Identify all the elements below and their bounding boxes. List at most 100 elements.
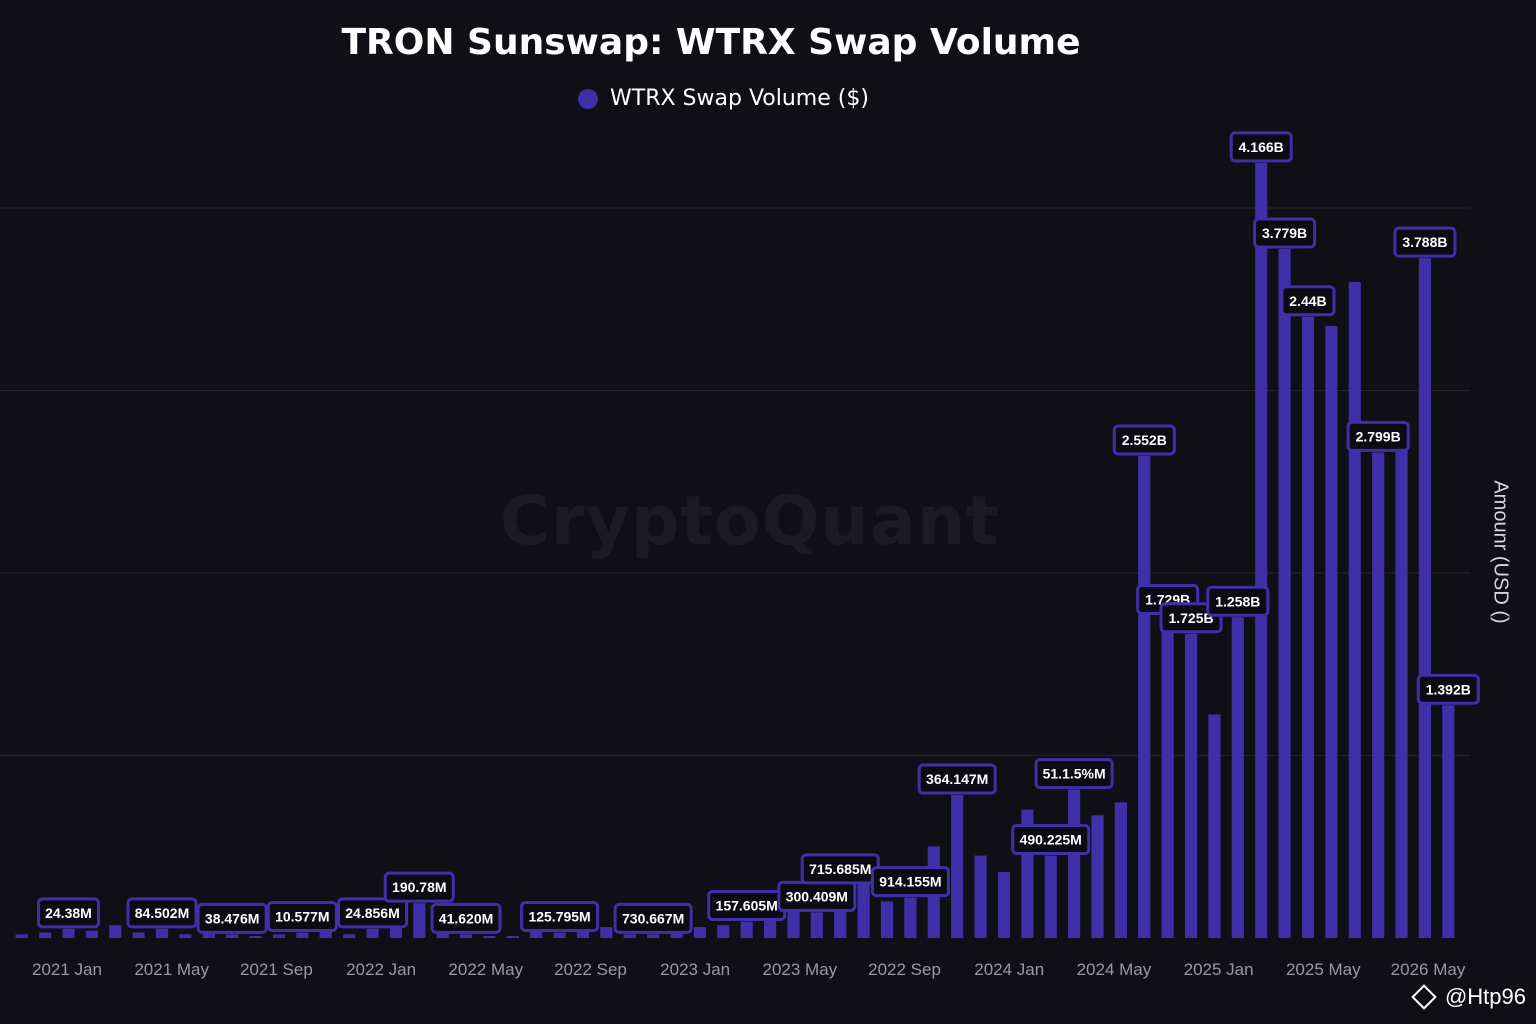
x-tick-label: 2024 Jan [974, 960, 1044, 979]
bar[interactable] [1325, 325, 1338, 939]
data-label-box [917, 763, 997, 795]
bar[interactable] [974, 855, 987, 938]
bar[interactable] [202, 930, 215, 938]
x-tick-label: 2022 May [448, 960, 523, 979]
bar[interactable] [226, 934, 239, 938]
bar[interactable] [343, 934, 356, 938]
bar[interactable] [1068, 789, 1081, 938]
data-label: 41.620M [430, 902, 502, 934]
bar[interactable] [740, 921, 753, 938]
credit-handle: @Htp96 [1444, 984, 1526, 1009]
bar[interactable] [553, 932, 566, 938]
data-label: 4.166B [1229, 131, 1293, 163]
bar[interactable] [483, 936, 496, 938]
bar[interactable] [1255, 162, 1268, 939]
bar[interactable] [1418, 258, 1431, 938]
data-label-text: 1.258B [1215, 593, 1260, 609]
data-label-box [126, 897, 198, 929]
chart-title: TRON Sunswap: WTRX Swap Volume [341, 22, 1081, 63]
credit: @Htp96 [1411, 984, 1526, 1010]
bar[interactable] [717, 925, 730, 938]
data-label-text: 1.392B [1426, 681, 1471, 697]
bar[interactable] [109, 925, 122, 938]
bar[interactable] [810, 912, 823, 938]
bar[interactable] [272, 934, 286, 938]
bar[interactable] [951, 795, 964, 938]
bar[interactable] [1348, 281, 1361, 938]
bar[interactable] [1208, 714, 1221, 938]
bar[interactable] [15, 934, 28, 938]
bar[interactable] [39, 932, 52, 938]
data-label-text: 730.667M [622, 910, 684, 926]
bar[interactable] [623, 934, 636, 938]
bar[interactable] [436, 930, 449, 938]
bar[interactable] [1395, 426, 1408, 938]
data-label: 51.1.5%M [1034, 758, 1114, 790]
bar[interactable] [1184, 633, 1198, 938]
bar[interactable] [1114, 802, 1127, 938]
data-label-box [36, 897, 100, 929]
data-label: 2.799B [1346, 420, 1410, 452]
bar[interactable] [1044, 855, 1057, 938]
data-label: 3.779B [1253, 217, 1317, 249]
data-label-text: 4.166B [1239, 139, 1284, 155]
legend-label: WTRX Swap Volume ($) [610, 86, 869, 111]
legend[interactable]: WTRX Swap Volume ($) [578, 86, 869, 111]
x-tick-label: 2025 May [1286, 960, 1361, 979]
bar[interactable] [249, 936, 262, 938]
bar[interactable] [600, 927, 613, 938]
bar[interactable] [693, 927, 706, 938]
x-tick-label: 2021 May [134, 960, 209, 979]
data-label-text: 2.552B [1122, 432, 1167, 448]
bar[interactable] [1091, 815, 1104, 938]
bar[interactable] [319, 930, 332, 938]
bar[interactable] [459, 934, 473, 938]
bar[interactable] [997, 872, 1011, 938]
bar[interactable] [880, 901, 894, 938]
bar[interactable] [1372, 452, 1385, 938]
bar[interactable] [1161, 615, 1174, 938]
x-tick-label: 2022 Sep [868, 960, 941, 979]
bar[interactable] [155, 928, 169, 938]
x-tick-label: 2026 May [1391, 960, 1466, 979]
bar[interactable] [413, 903, 426, 938]
data-label: 24.38M [36, 897, 100, 929]
data-label: 490.225M [1011, 824, 1091, 856]
data-label-box [1416, 673, 1480, 705]
bar[interactable] [647, 934, 660, 938]
bar[interactable] [1138, 456, 1151, 938]
data-label: 157.605M [707, 890, 787, 922]
data-label-box [1112, 424, 1176, 456]
data-label: 730.667M [613, 902, 693, 934]
data-label-box [266, 901, 338, 933]
bar[interactable] [296, 932, 309, 938]
bar-layer [15, 162, 1455, 939]
bar[interactable] [85, 930, 98, 938]
bar[interactable] [179, 934, 192, 938]
bar[interactable] [904, 897, 917, 938]
data-label-text: 1.725B [1168, 610, 1213, 626]
data-label: 24.856M [337, 897, 408, 929]
x-tick-label: 2023 May [763, 960, 838, 979]
legend-swatch [578, 88, 598, 109]
data-labels: 24.38M 84.502M 38.476M 10.577M 24.856M 190.78… [36, 131, 1480, 934]
bar[interactable] [506, 936, 519, 938]
bar[interactable] [1301, 316, 1315, 938]
bar[interactable] [1231, 617, 1244, 938]
bar[interactable] [132, 932, 145, 938]
bar[interactable] [670, 932, 683, 938]
data-label-text: 84.502M [135, 905, 189, 921]
data-label-box [520, 901, 600, 933]
bar[interactable] [1442, 705, 1455, 938]
data-label-text: 125.795M [528, 909, 590, 925]
y-axis-label: Amounr (USD () [1489, 480, 1512, 624]
bar[interactable] [62, 928, 75, 938]
bar[interactable] [1278, 248, 1291, 939]
bar[interactable] [576, 930, 590, 938]
x-tick-label: 2024 May [1077, 960, 1152, 979]
data-label: 300.409M [777, 880, 857, 912]
bar[interactable] [366, 928, 379, 938]
data-label-text: 3.779B [1262, 225, 1307, 241]
data-label-box [613, 902, 693, 934]
bar[interactable] [857, 879, 870, 938]
